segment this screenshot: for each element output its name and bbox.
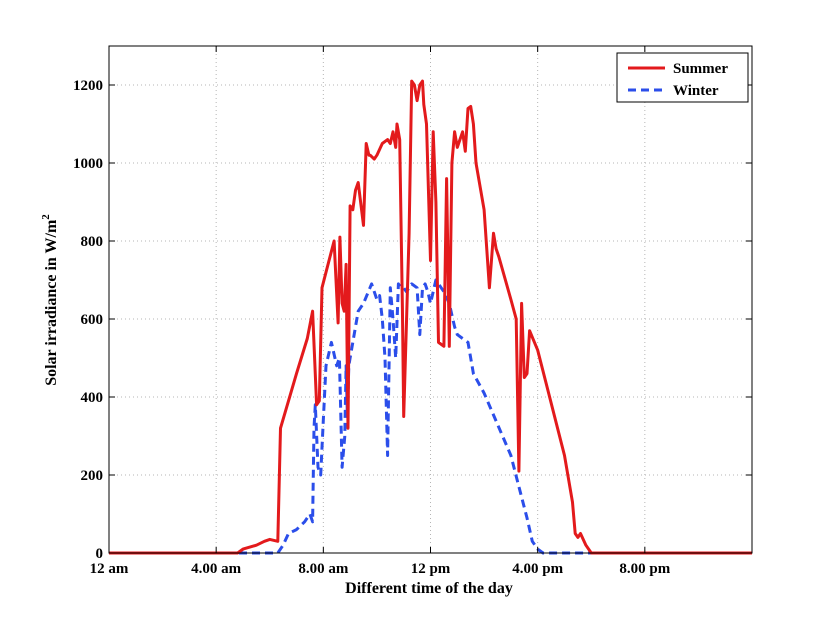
- legend-label-winter: Winter: [673, 83, 719, 99]
- x-tick-label: 4.00 am: [191, 561, 242, 577]
- y-tick-label: 0: [96, 546, 104, 562]
- x-tick-label: 12 am: [90, 561, 129, 577]
- legend-label-summer: Summer: [673, 61, 728, 77]
- tick-layer: [108, 46, 752, 554]
- x-tick-label: 4.00 pm: [512, 561, 563, 577]
- legend-box: [616, 52, 749, 103]
- legend: Summer Winter: [616, 52, 749, 103]
- y-axis-title-main: Solar irradiance in W/m: [43, 219, 60, 386]
- x-tick-label: 8.00 pm: [619, 561, 670, 577]
- axis-label-layer: 12 am 4.00 am 8.00 am 12 pm 4.00 pm 8.00 pm 0 2…: [73, 78, 671, 577]
- y-tick-label: 1000: [73, 156, 103, 172]
- series-line-winter: [109, 278, 752, 555]
- x-tick-label: 12 pm: [411, 561, 451, 577]
- y-tick-label: 400: [81, 390, 104, 406]
- series-layer: [109, 79, 752, 555]
- x-tick-label: 8.00 am: [298, 561, 349, 577]
- y-tick-label: 200: [81, 468, 104, 484]
- grid-layer: [109, 46, 752, 553]
- y-tick-label: 800: [81, 234, 104, 250]
- series-line-summer: [109, 79, 752, 555]
- y-tick-label: 1200: [73, 78, 103, 94]
- x-axis-title: Different time of the day: [345, 580, 513, 597]
- y-axis-title-superscript: 2: [40, 214, 52, 220]
- y-axis-title: Solar irradiance in W/m2: [40, 214, 60, 386]
- y-tick-label: 600: [81, 312, 104, 328]
